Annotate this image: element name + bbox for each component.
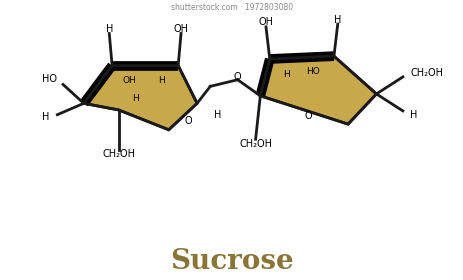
- Text: H: H: [283, 70, 289, 79]
- Text: H: H: [42, 111, 50, 122]
- Text: shutterstock.com · 1972803080: shutterstock.com · 1972803080: [170, 3, 293, 12]
- Text: CH₂OH: CH₂OH: [102, 149, 135, 159]
- Text: H: H: [213, 110, 221, 120]
- Text: O: O: [184, 116, 192, 126]
- Text: H: H: [410, 110, 417, 120]
- Text: Sucrose: Sucrose: [170, 248, 293, 275]
- Text: CH₂OH: CH₂OH: [410, 68, 443, 78]
- Polygon shape: [260, 56, 375, 124]
- Text: OH: OH: [122, 76, 136, 85]
- Text: CH₂OH: CH₂OH: [238, 139, 271, 149]
- Text: OH: OH: [258, 17, 273, 27]
- Text: H: H: [157, 76, 164, 85]
- Text: H: H: [333, 15, 341, 25]
- Polygon shape: [84, 66, 197, 130]
- Text: HO: HO: [42, 74, 57, 84]
- Text: O: O: [233, 72, 241, 82]
- Text: HO: HO: [306, 67, 319, 76]
- Text: O: O: [304, 111, 311, 121]
- Text: H: H: [106, 24, 113, 34]
- Text: H: H: [132, 94, 139, 103]
- Text: OH: OH: [173, 24, 188, 34]
